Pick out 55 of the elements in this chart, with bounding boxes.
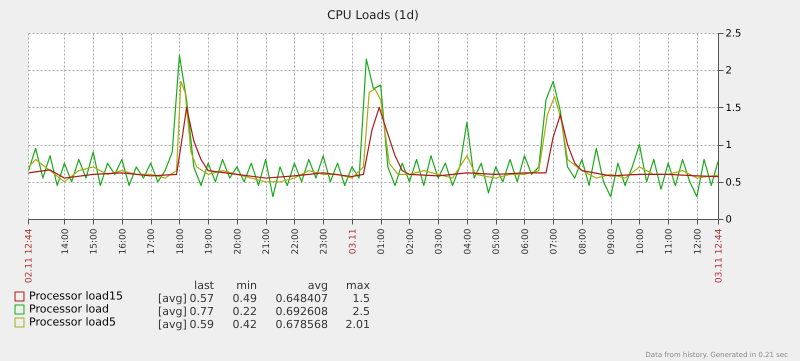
text: 0.49: [232, 292, 257, 305]
x-tick-label: 03.11: [348, 228, 358, 254]
text: 0.648407: [276, 292, 328, 305]
text: [avg]: [158, 305, 187, 318]
text: avg: [308, 279, 328, 292]
text: 0.22: [232, 305, 257, 318]
y-tick-label: 2.5: [726, 28, 742, 40]
x-tick-label: 02.11 12:44: [24, 228, 34, 284]
text: 0.42: [232, 318, 257, 331]
x-tick-label: 08:00: [578, 228, 588, 254]
text: 0.57: [190, 292, 214, 305]
text: 0.77: [190, 305, 214, 318]
y-tick-label: 1: [726, 140, 732, 152]
y-tick-label: 0: [726, 214, 732, 226]
line-series: [28, 54, 719, 198]
x-tick-label: 17:00: [147, 228, 158, 254]
y-tick-label: 1.5: [726, 102, 742, 114]
legend-label: Processor load: [29, 302, 109, 316]
text: last: [194, 279, 215, 292]
x-tick-label: 12:00: [693, 228, 704, 254]
x-tick-label: 11:00: [664, 228, 675, 254]
x-tick-label: 22:00: [290, 228, 301, 254]
legend-label: Processor load15: [29, 290, 123, 302]
x-tick-label: 04:00: [463, 228, 474, 254]
text: [avg]: [158, 318, 187, 331]
text: max: [346, 279, 370, 292]
x-tick-label: 01:00: [377, 228, 388, 254]
text: 2.01: [346, 318, 370, 331]
y-tick-label: 2: [726, 66, 732, 77]
x-tick-label: 19:00: [204, 228, 215, 254]
x-tick-label: 03.11 12:44: [714, 228, 724, 284]
x-tick-label: 07:00: [550, 228, 560, 254]
x-tick-label: 14:00: [60, 228, 71, 254]
x-tick-label: 16:00: [118, 228, 128, 254]
chart-title: CPU Loads (1d): [327, 8, 419, 22]
x-tick-label: 10:00: [636, 228, 646, 254]
y-tick-label: 0.5: [726, 177, 742, 188]
x-tick-label: 03:00: [434, 228, 445, 254]
text: 0.678568: [276, 318, 328, 331]
legend-label: Processor load5: [29, 316, 116, 328]
x-tick-label: 15:00: [90, 228, 100, 254]
x-tick-label: 18:00: [176, 228, 186, 254]
text: 0.59: [190, 318, 214, 331]
x-tick-label: 06:00: [520, 228, 531, 254]
text: 1.5: [352, 292, 370, 305]
x-tick-label: 09:00: [607, 228, 618, 254]
text: [avg]: [158, 292, 187, 305]
text: 2.5: [352, 305, 370, 318]
x-tick-label: 21:00: [262, 228, 272, 254]
x-tick-label: 02:00: [406, 228, 416, 254]
x-tick-label: 05:00: [492, 228, 502, 254]
text: 0.692608: [276, 305, 328, 318]
x-tick-label: 20:00: [233, 228, 244, 254]
x-tick-label: 23:00: [320, 228, 330, 254]
text: min: [236, 279, 258, 292]
